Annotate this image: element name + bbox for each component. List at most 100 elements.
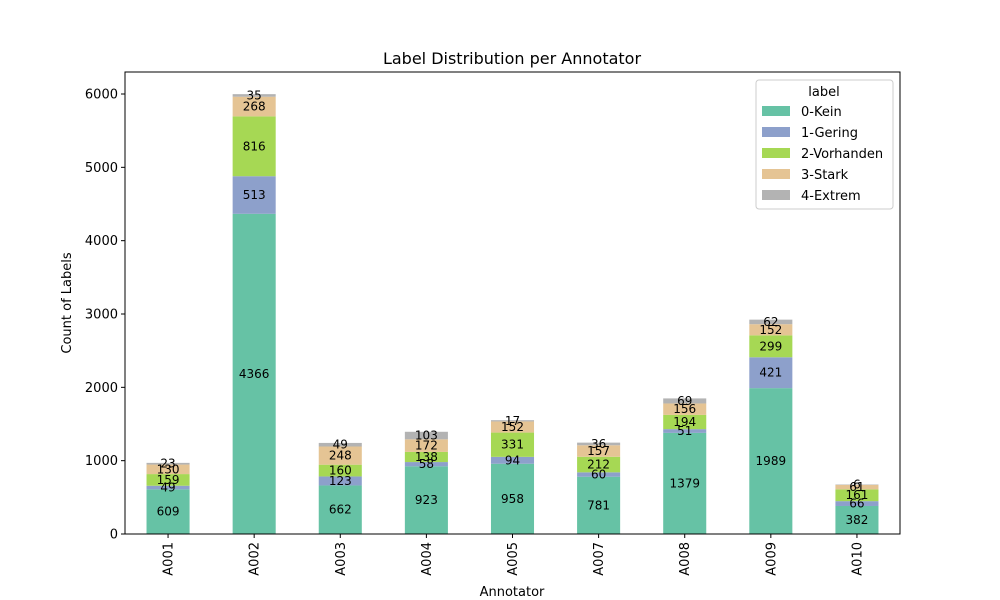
bar-A003-series-0 (318, 485, 362, 534)
bar-A008-series-3 (663, 403, 707, 415)
x-tick-label: A003 (334, 542, 349, 576)
bar-A010-series-1 (835, 501, 879, 506)
data-label-A003-series-2: 160 (329, 464, 352, 478)
data-label-A007-series-4: 36 (591, 437, 606, 451)
data-label-A004-series-4: 103 (415, 429, 438, 443)
data-label-A009-series-1: 421 (759, 366, 782, 380)
data-label-A003-series-4: 49 (333, 438, 348, 452)
bar-A007-series-0 (577, 476, 621, 534)
y-tick-label: 2000 (85, 381, 118, 396)
bar-A004-series-0 (404, 466, 448, 534)
legend-items: 0-Kein 1-Gering 2-Vorhanden 3-Stark 4-Extrem (762, 105, 883, 204)
data-label-A004-series-3: 172 (415, 439, 438, 453)
legend-label-2: 2-Vorhanden (801, 147, 883, 162)
y-tick-label: 6000 (85, 88, 118, 103)
y-tick-label: 0 (110, 528, 118, 543)
data-label-A003-series-3: 248 (329, 449, 352, 463)
data-label-A007-series-0: 781 (587, 498, 610, 512)
legend-swatch-1 (762, 127, 790, 137)
bar-A001-series-0 (146, 489, 190, 534)
bars-group (146, 94, 879, 534)
data-label-A002-series-1: 513 (243, 188, 266, 202)
data-label-A003-series-1: 123 (329, 474, 352, 488)
bar-A002-series-0 (232, 213, 276, 534)
data-label-A001-series-0: 609 (157, 505, 180, 519)
y-tick-label: 4000 (85, 234, 118, 249)
data-label-A002-series-3: 268 (243, 100, 266, 114)
bar-A001-series-3 (146, 464, 190, 475)
data-label-A005-series-3: 152 (501, 420, 524, 434)
data-label-A004-series-0: 923 (415, 493, 438, 507)
y-tick-label: 3000 (85, 308, 118, 323)
data-label-A005-series-2: 331 (501, 438, 524, 452)
data-label-A008-series-4: 69 (677, 394, 692, 408)
data-label-A007-series-2: 212 (587, 458, 610, 472)
data-label-A001-series-1: 49 (160, 481, 175, 495)
bar-A004-series-4 (404, 431, 448, 440)
data-labels-group: 6094915913023436651381626835662123160248… (157, 88, 869, 527)
y-tick-label: 1000 (85, 454, 118, 469)
legend-swatch-0 (762, 106, 790, 116)
data-label-A004-series-1: 58 (419, 457, 434, 471)
bar-A003-series-2 (318, 464, 362, 477)
y-axis: 0 1000 2000 3000 4000 5000 6000 (85, 88, 125, 543)
bar-A005-series-2 (490, 432, 535, 457)
legend-title: label (808, 85, 839, 100)
bar-A008-series-4 (663, 398, 707, 404)
bar-A010-series-0 (835, 505, 879, 534)
bar-A007-series-2 (577, 456, 621, 473)
data-label-A007-series-3: 157 (587, 444, 610, 458)
data-label-A002-series-4: 35 (247, 88, 262, 102)
data-label-A009-series-2: 299 (759, 339, 782, 353)
data-label-A010-series-0: 382 (845, 513, 868, 527)
bar-A002-series-2 (232, 116, 276, 177)
bar-A010-series-3 (835, 484, 879, 490)
bar-A001-series-1 (146, 485, 190, 490)
x-axis: A001 A002 A003 A004 A005 A007 A008 A009 A010 (162, 534, 865, 576)
bar-A009-series-2 (749, 335, 793, 358)
data-label-A009-series-4: 62 (763, 315, 778, 329)
data-label-A009-series-0: 1989 (756, 454, 787, 468)
bar-A005-series-3 (490, 421, 535, 433)
data-label-A008-series-1: 51 (677, 424, 692, 438)
bar-A004-series-1 (404, 462, 448, 467)
x-tick-label: A010 (850, 542, 865, 576)
bar-A003-series-1 (318, 476, 362, 486)
bar-A007-series-1 (577, 472, 621, 477)
bar-A004-series-3 (404, 439, 448, 452)
data-label-A002-series-2: 816 (243, 139, 266, 153)
data-label-A010-series-1: 66 (849, 497, 864, 511)
data-label-A010-series-4: 6 (853, 478, 861, 492)
bar-A003-series-3 (318, 446, 362, 465)
bar-A009-series-3 (749, 324, 793, 336)
bar-A005-series-1 (490, 456, 535, 464)
chart-title: Label Distribution per Annotator (383, 49, 642, 68)
legend-swatch-4 (762, 190, 790, 200)
y-tick-label: 5000 (85, 161, 118, 176)
bar-A002-series-1 (232, 176, 276, 214)
legend-label-3: 3-Stark (801, 168, 849, 183)
x-tick-label: A002 (248, 542, 263, 576)
data-label-A001-series-2: 159 (157, 473, 180, 487)
legend-label-0: 0-Kein (801, 105, 842, 120)
data-label-A003-series-0: 662 (329, 503, 352, 517)
data-label-A008-series-2: 194 (673, 415, 696, 429)
data-label-A005-series-0: 958 (501, 492, 524, 506)
data-label-A007-series-1: 60 (591, 468, 606, 482)
x-axis-label: Annotator (480, 585, 545, 600)
legend-swatch-2 (762, 148, 790, 158)
data-label-A004-series-2: 138 (415, 450, 438, 464)
bar-A002-series-3 (232, 96, 276, 117)
bar-A008-series-0 (663, 432, 707, 534)
x-tick-label: A009 (764, 542, 779, 576)
x-tick-label: A004 (420, 542, 435, 576)
bar-A003-series-4 (318, 442, 362, 447)
legend: label 0-Kein 1-Gering 2-Vorhanden 3-Stark 4-… (755, 79, 894, 210)
bar-A004-series-2 (404, 451, 448, 463)
data-label-A001-series-4: 23 (160, 457, 175, 471)
y-axis-label: Count of Labels (60, 252, 75, 353)
bar-A007-series-4 (577, 442, 621, 446)
bar-A005-series-0 (490, 463, 535, 534)
bar-A001-series-2 (146, 474, 190, 486)
